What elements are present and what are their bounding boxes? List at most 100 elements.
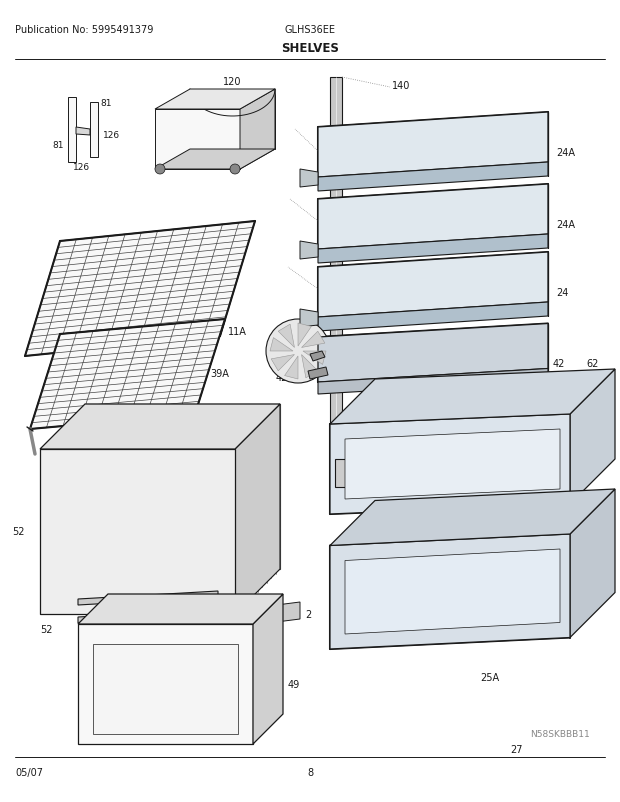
Circle shape bbox=[92, 131, 97, 136]
Polygon shape bbox=[335, 460, 357, 488]
Text: 100: 100 bbox=[330, 488, 348, 498]
Polygon shape bbox=[78, 594, 283, 624]
Polygon shape bbox=[318, 235, 548, 264]
Polygon shape bbox=[330, 370, 615, 424]
Polygon shape bbox=[570, 370, 615, 504]
Text: 62: 62 bbox=[586, 359, 598, 369]
Text: 11: 11 bbox=[200, 404, 212, 415]
Circle shape bbox=[69, 145, 74, 150]
Circle shape bbox=[230, 164, 240, 175]
Polygon shape bbox=[190, 90, 275, 150]
Polygon shape bbox=[235, 404, 280, 614]
Polygon shape bbox=[300, 310, 318, 327]
Polygon shape bbox=[40, 404, 280, 449]
Circle shape bbox=[266, 320, 330, 383]
Polygon shape bbox=[298, 323, 311, 346]
Polygon shape bbox=[318, 369, 548, 395]
Circle shape bbox=[92, 111, 97, 115]
Polygon shape bbox=[318, 302, 548, 331]
Polygon shape bbox=[78, 591, 218, 606]
Text: 16A: 16A bbox=[370, 447, 388, 456]
Polygon shape bbox=[68, 98, 76, 163]
Text: 126: 126 bbox=[103, 132, 120, 140]
Polygon shape bbox=[76, 128, 90, 136]
Polygon shape bbox=[301, 332, 325, 348]
Polygon shape bbox=[310, 351, 325, 362]
Polygon shape bbox=[330, 415, 570, 514]
Text: 11A: 11A bbox=[228, 326, 247, 337]
Polygon shape bbox=[78, 624, 253, 744]
Polygon shape bbox=[318, 324, 548, 383]
Polygon shape bbox=[155, 150, 275, 170]
Text: 97: 97 bbox=[333, 342, 345, 351]
Text: 101: 101 bbox=[221, 608, 239, 618]
Text: 8: 8 bbox=[307, 767, 313, 777]
Text: 109: 109 bbox=[340, 447, 357, 456]
Text: 25A: 25A bbox=[480, 673, 499, 683]
Text: 39A: 39A bbox=[210, 369, 229, 379]
Polygon shape bbox=[78, 610, 218, 623]
Polygon shape bbox=[318, 163, 548, 192]
Circle shape bbox=[155, 164, 165, 175]
Polygon shape bbox=[155, 90, 275, 110]
Polygon shape bbox=[25, 221, 255, 357]
Polygon shape bbox=[570, 489, 615, 638]
Polygon shape bbox=[30, 320, 225, 429]
Polygon shape bbox=[301, 355, 318, 379]
Polygon shape bbox=[330, 78, 342, 480]
Polygon shape bbox=[300, 170, 318, 188]
Text: 81: 81 bbox=[53, 141, 64, 150]
Polygon shape bbox=[245, 602, 300, 626]
Text: 39: 39 bbox=[175, 440, 187, 451]
Polygon shape bbox=[357, 452, 367, 488]
Polygon shape bbox=[285, 357, 298, 379]
Polygon shape bbox=[55, 457, 195, 473]
Text: 05/07: 05/07 bbox=[15, 767, 43, 777]
Text: SHELVES: SHELVES bbox=[281, 42, 339, 55]
Polygon shape bbox=[270, 338, 293, 351]
Text: N58SKBBB11: N58SKBBB11 bbox=[530, 730, 590, 739]
Polygon shape bbox=[345, 429, 560, 500]
Text: 24A: 24A bbox=[556, 148, 575, 158]
Polygon shape bbox=[100, 441, 172, 453]
Polygon shape bbox=[345, 549, 560, 634]
Polygon shape bbox=[330, 489, 615, 546]
Polygon shape bbox=[318, 253, 548, 318]
Polygon shape bbox=[318, 184, 548, 249]
Text: 81: 81 bbox=[100, 99, 112, 107]
Polygon shape bbox=[90, 103, 98, 158]
Text: 15A: 15A bbox=[410, 447, 429, 456]
Text: 52: 52 bbox=[40, 624, 53, 634]
Text: 123: 123 bbox=[283, 354, 302, 365]
Text: 2: 2 bbox=[305, 610, 311, 619]
Text: 21: 21 bbox=[360, 390, 373, 399]
Polygon shape bbox=[303, 351, 326, 365]
Polygon shape bbox=[155, 110, 240, 170]
Polygon shape bbox=[330, 534, 570, 649]
Polygon shape bbox=[278, 325, 294, 348]
Circle shape bbox=[69, 125, 74, 131]
Polygon shape bbox=[271, 355, 294, 371]
Polygon shape bbox=[93, 644, 238, 734]
Circle shape bbox=[92, 148, 97, 152]
Polygon shape bbox=[300, 241, 318, 260]
Text: 120: 120 bbox=[223, 77, 242, 87]
Text: 52: 52 bbox=[12, 526, 25, 537]
Text: 47A: 47A bbox=[585, 520, 604, 529]
Polygon shape bbox=[120, 371, 202, 384]
Polygon shape bbox=[253, 594, 283, 744]
Polygon shape bbox=[40, 449, 235, 614]
Text: 42: 42 bbox=[553, 359, 565, 369]
Text: Publication No: 5995491379: Publication No: 5995491379 bbox=[15, 25, 153, 35]
Text: 51: 51 bbox=[200, 457, 213, 468]
Text: 24A: 24A bbox=[556, 220, 575, 229]
Text: 49: 49 bbox=[288, 679, 300, 689]
Polygon shape bbox=[240, 90, 275, 170]
Text: 101: 101 bbox=[51, 592, 70, 602]
Text: 126: 126 bbox=[73, 164, 90, 172]
Text: GLHS36EE: GLHS36EE bbox=[285, 25, 335, 35]
Text: 140: 140 bbox=[392, 81, 410, 91]
Circle shape bbox=[69, 105, 74, 111]
Text: 24: 24 bbox=[556, 288, 569, 298]
Polygon shape bbox=[308, 367, 328, 379]
